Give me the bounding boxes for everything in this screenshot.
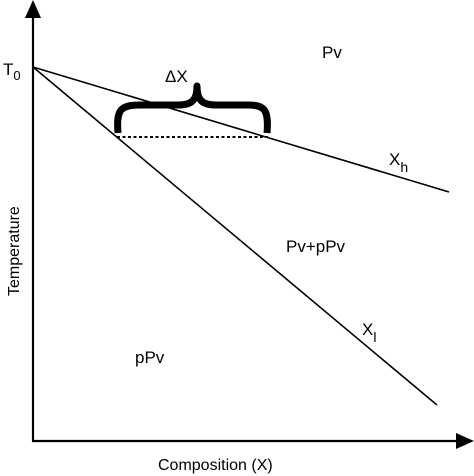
curve-label-lower: Xl xyxy=(362,320,376,345)
curve-label-upper: Xh xyxy=(389,150,408,175)
region-label-middle: Pv+pPv xyxy=(286,237,346,256)
region-label-lower: pPv xyxy=(135,348,165,367)
x-axis-label: Composition (X) xyxy=(158,457,273,474)
lower-boundary-line xyxy=(32,66,438,406)
y-axis-arrow-icon xyxy=(25,0,41,18)
gap-brace xyxy=(114,82,271,134)
y-axis-label: Temperature xyxy=(6,206,23,296)
x-axis-arrow-icon xyxy=(456,433,474,449)
origin-label: T0 xyxy=(3,60,21,83)
gap-label: ΔX xyxy=(165,67,188,86)
upper-boundary-line xyxy=(32,66,450,193)
region-label-upper: Pv xyxy=(322,43,342,62)
